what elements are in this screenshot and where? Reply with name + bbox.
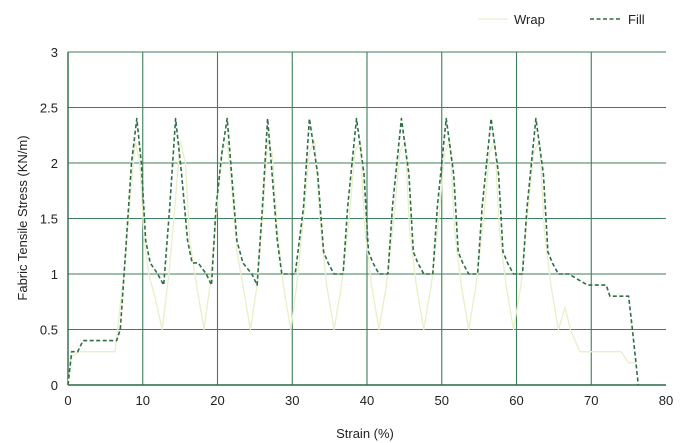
y-tick-label: 1 — [51, 267, 58, 282]
x-tick-label: 30 — [285, 393, 299, 408]
x-tick-label: 10 — [136, 393, 150, 408]
y-tick-label: 3 — [51, 45, 58, 60]
y-tick-label: 2 — [51, 156, 58, 171]
x-tick-label: 20 — [210, 393, 224, 408]
legend-label-wrap: Wrap — [514, 12, 545, 27]
y-tick-label: 2.5 — [40, 101, 58, 116]
grid — [68, 51, 666, 385]
legend-label-fill: Fill — [628, 12, 645, 27]
x-tick-labels: 0 10 20 30 40 50 60 70 80 — [64, 393, 673, 408]
x-tick-label: 50 — [435, 393, 449, 408]
y-tick-label: 0.5 — [40, 323, 58, 338]
series-group — [67, 117, 640, 386]
y-axis-label: Fabric Tensile Stress (KN/m) — [15, 135, 30, 300]
x-tick-label: 40 — [360, 393, 374, 408]
legend: Wrap Fill — [478, 12, 645, 27]
series-line-fill — [67, 117, 640, 386]
axes — [67, 52, 666, 386]
x-axis-label: Strain (%) — [336, 426, 394, 441]
series-line-wrap — [67, 140, 637, 386]
x-tick-label: 60 — [509, 393, 523, 408]
x-tick-label: 80 — [659, 393, 673, 408]
y-tick-labels: 0 0.5 1 1.5 2 2.5 3 — [40, 45, 58, 393]
y-tick-label: 1.5 — [40, 212, 58, 227]
y-tick-label: 0 — [51, 378, 58, 393]
x-tick-label: 0 — [64, 393, 71, 408]
x-tick-label: 70 — [584, 393, 598, 408]
